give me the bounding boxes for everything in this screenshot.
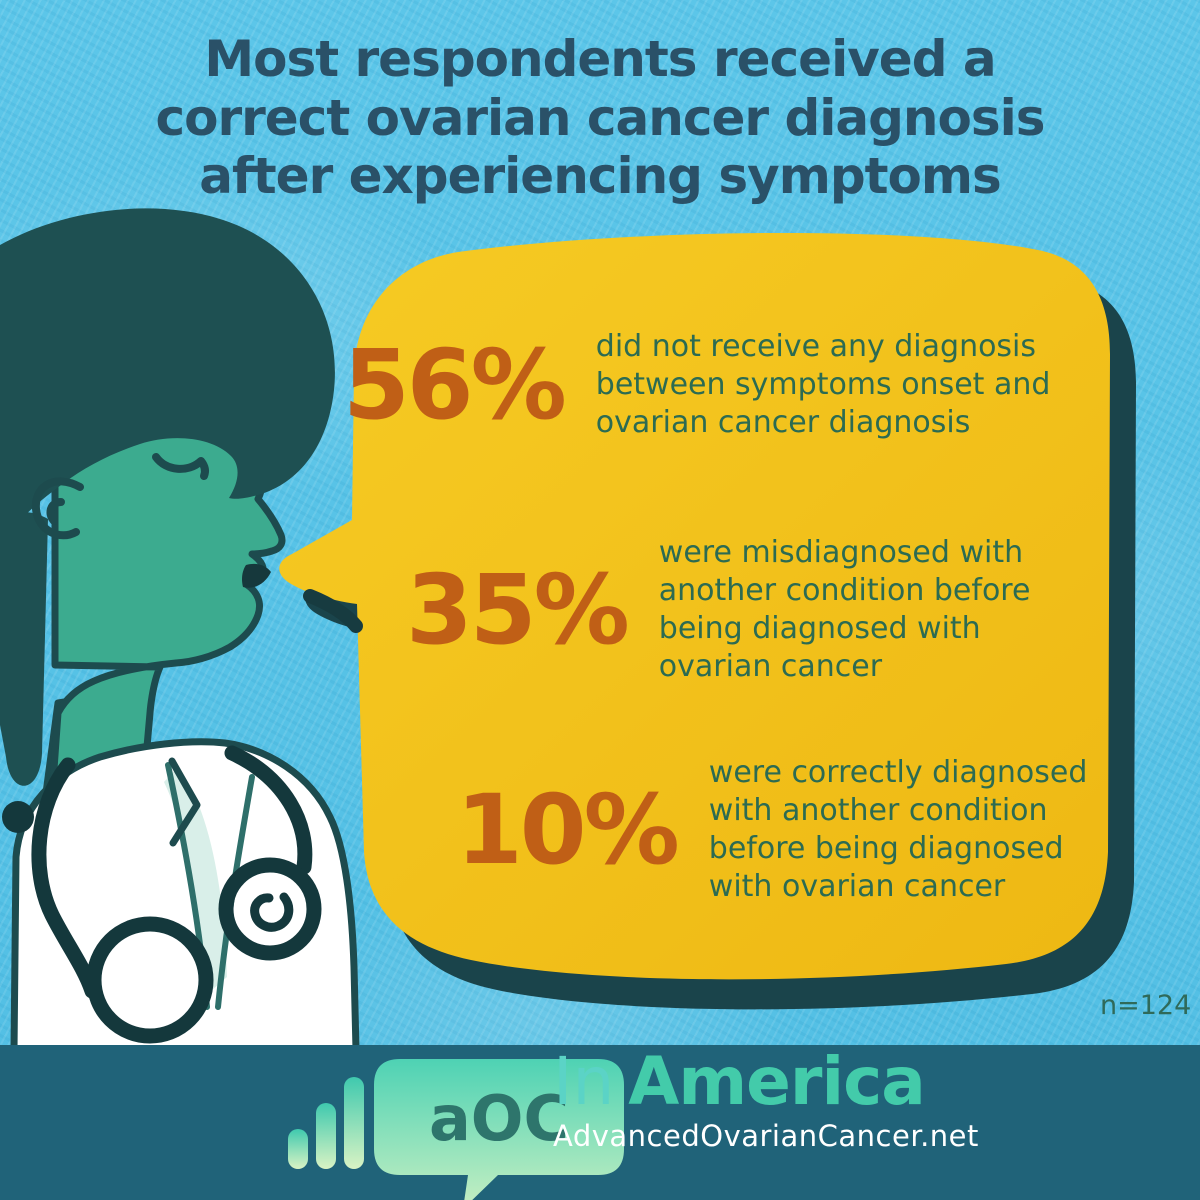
stat-description: were correctly diagnosed with another co… <box>708 755 1088 905</box>
stat-percent: 10% <box>456 774 680 887</box>
speech-bubble-icon <box>374 1059 624 1200</box>
logo-acronym: aOC <box>429 1082 569 1155</box>
stat-row: 10% were correctly diagnosed with anothe… <box>456 754 1087 906</box>
stat-description: were misdiagnosed with another condition… <box>658 535 1031 685</box>
stethoscope-ring <box>86 916 214 1044</box>
doctor-hair-strand <box>0 511 48 786</box>
brand-block: In America AdvancedOvarianCancer.net <box>553 1043 979 1154</box>
stat-row: 56% did not receive any diagnosis betwee… <box>343 328 1050 442</box>
website-url: AdvancedOvarianCancer.net <box>553 1119 979 1154</box>
doctor-mouth <box>242 563 271 588</box>
aoc-logo: aOC <box>288 1059 624 1200</box>
coat-lapel-notch <box>168 757 201 847</box>
stat-description: did not receive any diagnosis between sy… <box>595 329 1051 441</box>
coat-shading <box>164 767 227 997</box>
stat-row: 35% were misdiagnosed with another condi… <box>406 534 1030 686</box>
stat-percent: 35% <box>406 554 630 667</box>
page-title: Most respondents received a correct ovar… <box>155 30 1045 205</box>
closed-eye-icon <box>152 453 209 480</box>
stat-percent: 56% <box>343 329 567 442</box>
brand-line: In America <box>553 1043 979 1120</box>
stethoscope-chestpiece <box>218 857 322 961</box>
speech-bubble-shape <box>279 232 1110 980</box>
speech-bubble <box>279 232 1136 1010</box>
doctor-hair <box>0 208 335 545</box>
sample-size-label: n=124 <box>1100 990 1192 1021</box>
speech-bubble-tail-shadow <box>303 589 363 633</box>
stethoscope-spiral <box>250 892 294 932</box>
doctor-illustration <box>0 208 360 1050</box>
stethoscope-tube-left <box>31 757 100 999</box>
ear-icon <box>31 477 84 540</box>
stethoscope-earpiece <box>2 801 34 833</box>
stethoscope-tube-right <box>224 745 313 875</box>
brand-prefix: In <box>553 1043 615 1120</box>
bar-chart-icon <box>288 1077 364 1169</box>
brand-name: America <box>628 1043 925 1120</box>
footer-bar: aOC In America AdvancedOvarianCancer.net <box>0 1045 1200 1200</box>
